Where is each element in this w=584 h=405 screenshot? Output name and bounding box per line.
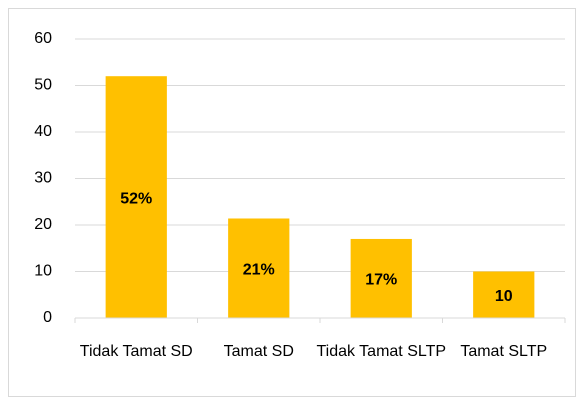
y-tick-label: 60 xyxy=(34,30,52,47)
x-tick-label: Tamat SLTP xyxy=(460,343,548,360)
data-label: 17% xyxy=(365,272,397,289)
bar xyxy=(105,76,167,318)
y-tick-label: 10 xyxy=(34,263,52,280)
y-tick-label: 50 xyxy=(34,77,52,94)
data-label: 21% xyxy=(243,261,275,278)
data-label: 52% xyxy=(120,190,152,207)
x-tick-label: Tidak Tamat SLTP xyxy=(316,343,447,360)
y-tick-label: 40 xyxy=(34,123,52,140)
y-tick-label: 30 xyxy=(34,170,52,187)
bar xyxy=(473,271,535,318)
data-label: 10 xyxy=(495,288,513,305)
bar xyxy=(228,218,290,318)
y-tick-label: 0 xyxy=(43,309,52,326)
bar xyxy=(350,238,412,318)
x-tick-label: Tamat SD xyxy=(223,343,294,360)
chart-border xyxy=(8,8,576,397)
y-tick-label: 20 xyxy=(34,216,52,233)
x-tick-label: Tidak Tamat SD xyxy=(79,343,193,360)
